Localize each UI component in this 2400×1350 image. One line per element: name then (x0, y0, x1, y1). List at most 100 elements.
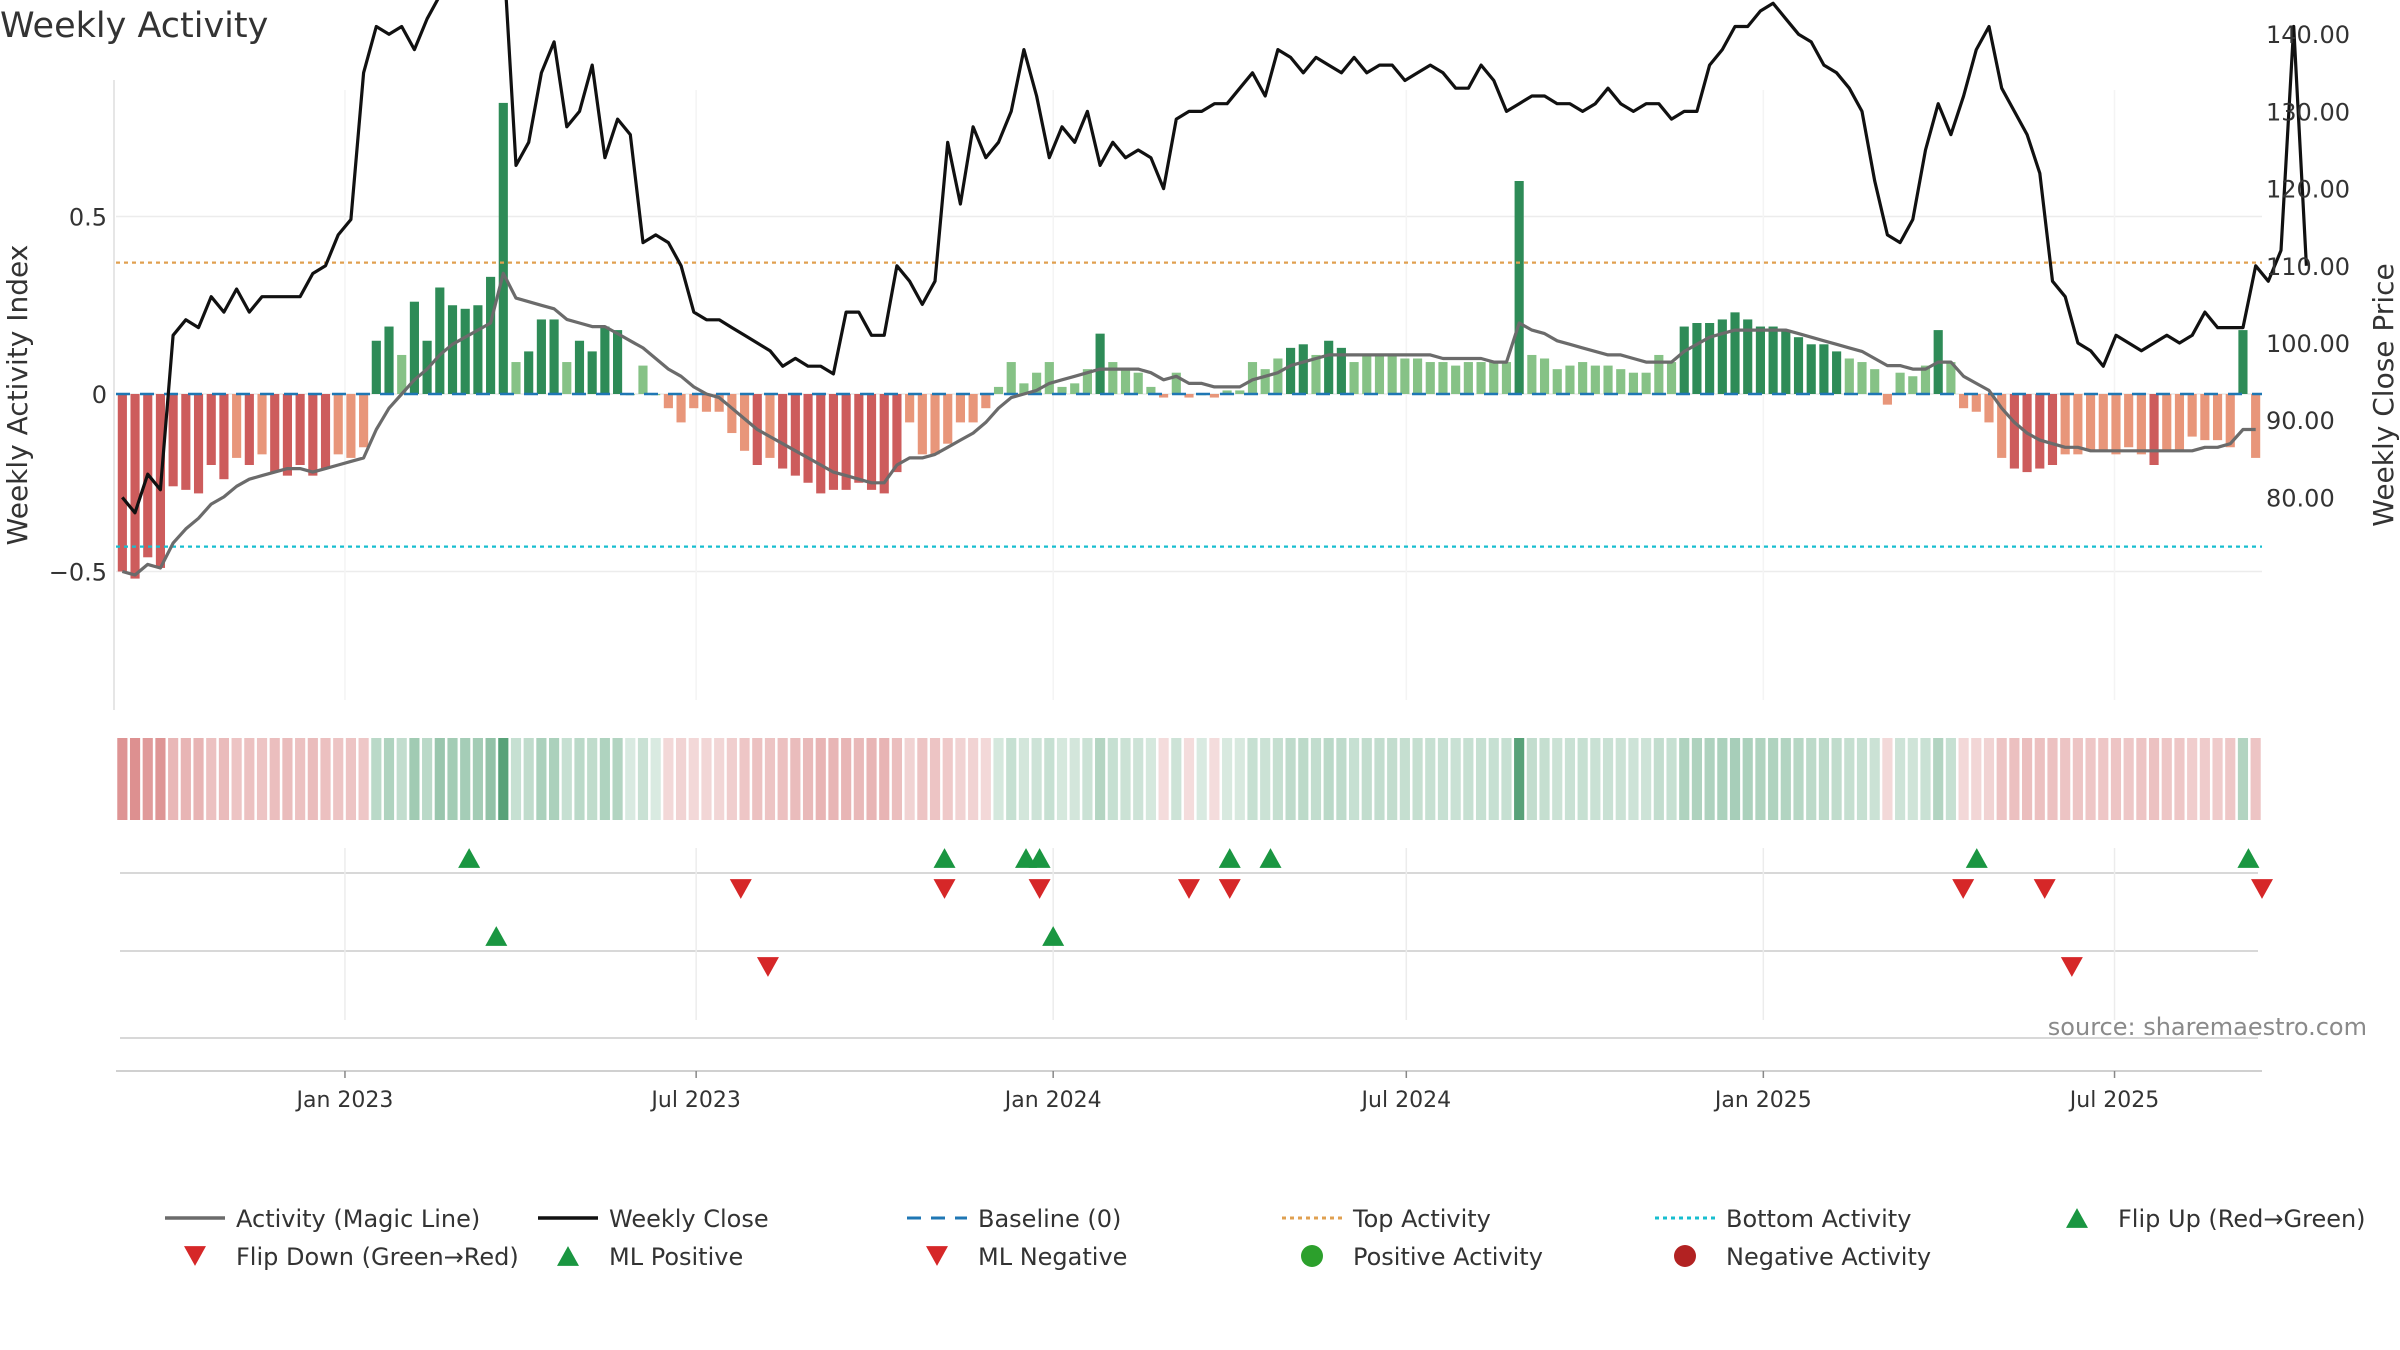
heat-cell-137 (1856, 738, 1868, 820)
activity-bar-131 (1781, 330, 1791, 394)
heat-cell-143 (1933, 738, 1944, 820)
heat-cell-23 (409, 738, 420, 820)
activity-bar-31 (511, 362, 521, 394)
heat-cell-24 (422, 738, 433, 820)
activity-bar-129 (1755, 326, 1765, 394)
right-tick-label-7: 80.00 (2266, 484, 2335, 512)
activity-bar-158 (2124, 394, 2134, 448)
heat-cell-13 (282, 738, 293, 820)
activity-bar-0 (117, 394, 127, 572)
heat-cell-84 (1183, 738, 1195, 820)
activity-bar-71 (1019, 383, 1029, 394)
left-axis-label: Weekly Activity Index (1, 245, 34, 546)
heat-cell-100 (1387, 738, 1398, 820)
row1-up-marker-6 (1965, 848, 1988, 868)
heat-cell-136 (1844, 738, 1855, 820)
heat-cell-71 (1018, 738, 1030, 820)
activity-bar-99 (1374, 354, 1385, 394)
activity-bar-139 (1882, 394, 1892, 405)
heat-cell-151 (2034, 738, 2045, 820)
heat-cell-41 (637, 738, 649, 820)
heat-cell-37 (587, 738, 598, 820)
heat-cell-89 (1247, 738, 1258, 820)
heat-cell-3 (155, 738, 166, 820)
activity-bar-156 (2098, 394, 2108, 451)
activity-bar-1 (130, 394, 140, 579)
heat-cell-62 (904, 738, 915, 820)
activity-bar-16 (320, 394, 331, 469)
heat-cell-92 (1285, 738, 1296, 820)
heat-cell-98 (1361, 738, 1372, 820)
legend-item-2: Baseline (0) (907, 1205, 1121, 1233)
activity-bar-151 (2035, 394, 2045, 469)
heat-cell-104 (1437, 738, 1449, 820)
activity-bar-124 (1692, 323, 1702, 394)
left-tick-label-2: −0.5 (49, 559, 107, 587)
heat-cell-135 (1831, 738, 1842, 820)
magic-line-series (121, 271, 2256, 577)
legend-swatch-10 (1674, 1245, 1696, 1267)
activity-bar-115 (1578, 362, 1588, 394)
activity-bar-5 (181, 394, 191, 490)
legend-label-10: Negative Activity (1726, 1243, 1931, 1271)
heat-cell-25 (434, 738, 445, 820)
heat-cell-83 (1171, 738, 1182, 820)
activity-bar-20 (371, 340, 381, 394)
activity-bar-4 (168, 394, 178, 487)
heat-cell-29 (485, 738, 496, 820)
legend-label-8: ML Negative (978, 1243, 1127, 1271)
activity-bar-163 (2187, 394, 2197, 437)
heat-cell-36 (574, 738, 585, 820)
activity-bar-147 (1984, 394, 1994, 423)
row1-up-marker-1 (933, 848, 956, 868)
heat-cell-85 (1196, 738, 1207, 820)
heat-cell-108 (1488, 738, 1499, 820)
activity-bar-78 (1108, 362, 1118, 394)
row1-up-marker-5 (1259, 848, 1282, 868)
heat-cell-142 (1920, 738, 1931, 820)
x-tick-label-3: Jul 2024 (1360, 1088, 1452, 1113)
left-tick-label-0: 0.5 (69, 204, 107, 232)
right-tick-label-2: 130.00 (2266, 98, 2350, 126)
activity-bar-39 (613, 330, 623, 394)
activity-bar-121 (1654, 354, 1664, 394)
heat-cell-61 (891, 738, 903, 820)
chart-title: Weekly Activity (0, 6, 268, 46)
activity-bar-9 (232, 394, 242, 458)
activity-bar-21 (384, 326, 394, 394)
activity-bar-28 (473, 305, 483, 394)
activity-bar-159 (2136, 394, 2146, 455)
activity-bar-126 (1717, 319, 1727, 394)
activity-bar-81 (1146, 386, 1156, 394)
activity-bar-67 (968, 394, 978, 423)
heat-cell-102 (1412, 738, 1423, 820)
activity-bar-30 (498, 102, 508, 395)
right-axis-label: Weekly Close Price (2367, 263, 2400, 526)
heat-cell-134 (1818, 738, 1829, 820)
right-tick-label-6: 90.00 (2266, 407, 2335, 435)
activity-bar-66 (955, 394, 966, 423)
row1-down-marker-3 (1178, 879, 1200, 899)
heat-cell-4 (168, 738, 179, 820)
heat-cell-51 (764, 738, 776, 820)
heat-cell-99 (1374, 738, 1385, 820)
activity-bar-52 (778, 394, 788, 469)
heat-cell-112 (1539, 738, 1550, 820)
row1-down-marker-5 (1952, 879, 1975, 899)
activity-bar-97 (1349, 362, 1359, 394)
heat-cell-154 (2072, 738, 2083, 820)
legend-label-9: Positive Activity (1353, 1243, 1543, 1271)
activity-bar-165 (2212, 394, 2223, 441)
heat-cell-18 (345, 738, 356, 820)
activity-bar-74 (1057, 386, 1067, 394)
legend-item-7: ML Positive (557, 1243, 743, 1271)
activity-bar-123 (1679, 326, 1689, 394)
activity-bar-34 (549, 319, 559, 394)
activity-bar-138 (1870, 369, 1880, 394)
legend-swatch-8 (926, 1246, 948, 1266)
heat-cell-111 (1526, 738, 1537, 820)
legend-item-1: Weekly Close (538, 1205, 769, 1233)
x-axis: Jan 2023 Jul 2023 Jan 2024 Jul 2024 Jan 2025… (116, 1070, 2262, 1113)
heat-cell-160 (2148, 738, 2160, 820)
heat-cell-7 (206, 738, 217, 820)
